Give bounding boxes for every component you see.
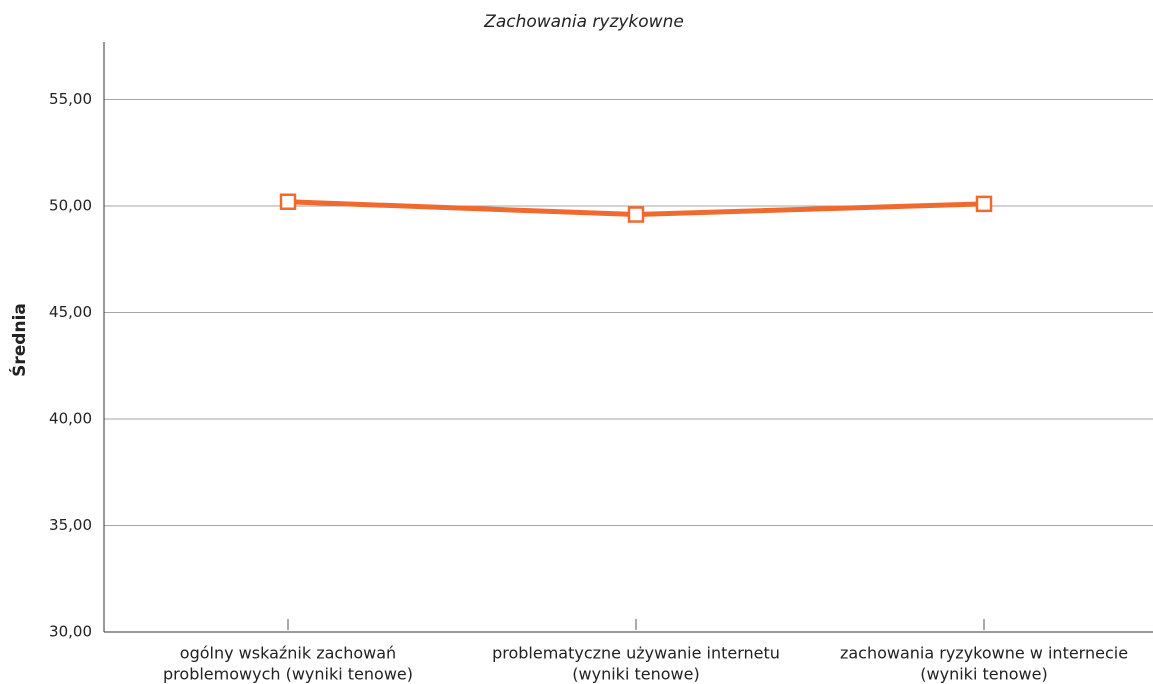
y-axis-label: Średnia: [8, 303, 30, 377]
y-tick-label: 55,00: [49, 90, 92, 108]
y-tick-label: 45,00: [49, 303, 92, 321]
x-tick-label: (wyniki tenowe): [920, 665, 1047, 684]
marker: [627, 206, 645, 223]
x-tick-label: zachowania ryzykowne w internecie: [840, 644, 1128, 663]
y-tick-label: 30,00: [49, 623, 92, 641]
x-tick-label: (wyniki tenowe): [572, 665, 699, 684]
y-tick-label: 50,00: [49, 197, 92, 215]
x-tick-label: ogólny wskaźnik zachowań: [180, 644, 396, 663]
chart-title: Zachowania ryzykowne: [483, 12, 684, 32]
x-tick-label: problemowych (wyniki tenowe): [163, 665, 413, 684]
x-tick-label: problematyczne używanie internetu: [492, 644, 780, 663]
y-tick-label: 40,00: [49, 410, 92, 428]
y-tick-label: 35,00: [49, 516, 92, 534]
marker: [975, 195, 993, 213]
marker: [279, 193, 297, 210]
